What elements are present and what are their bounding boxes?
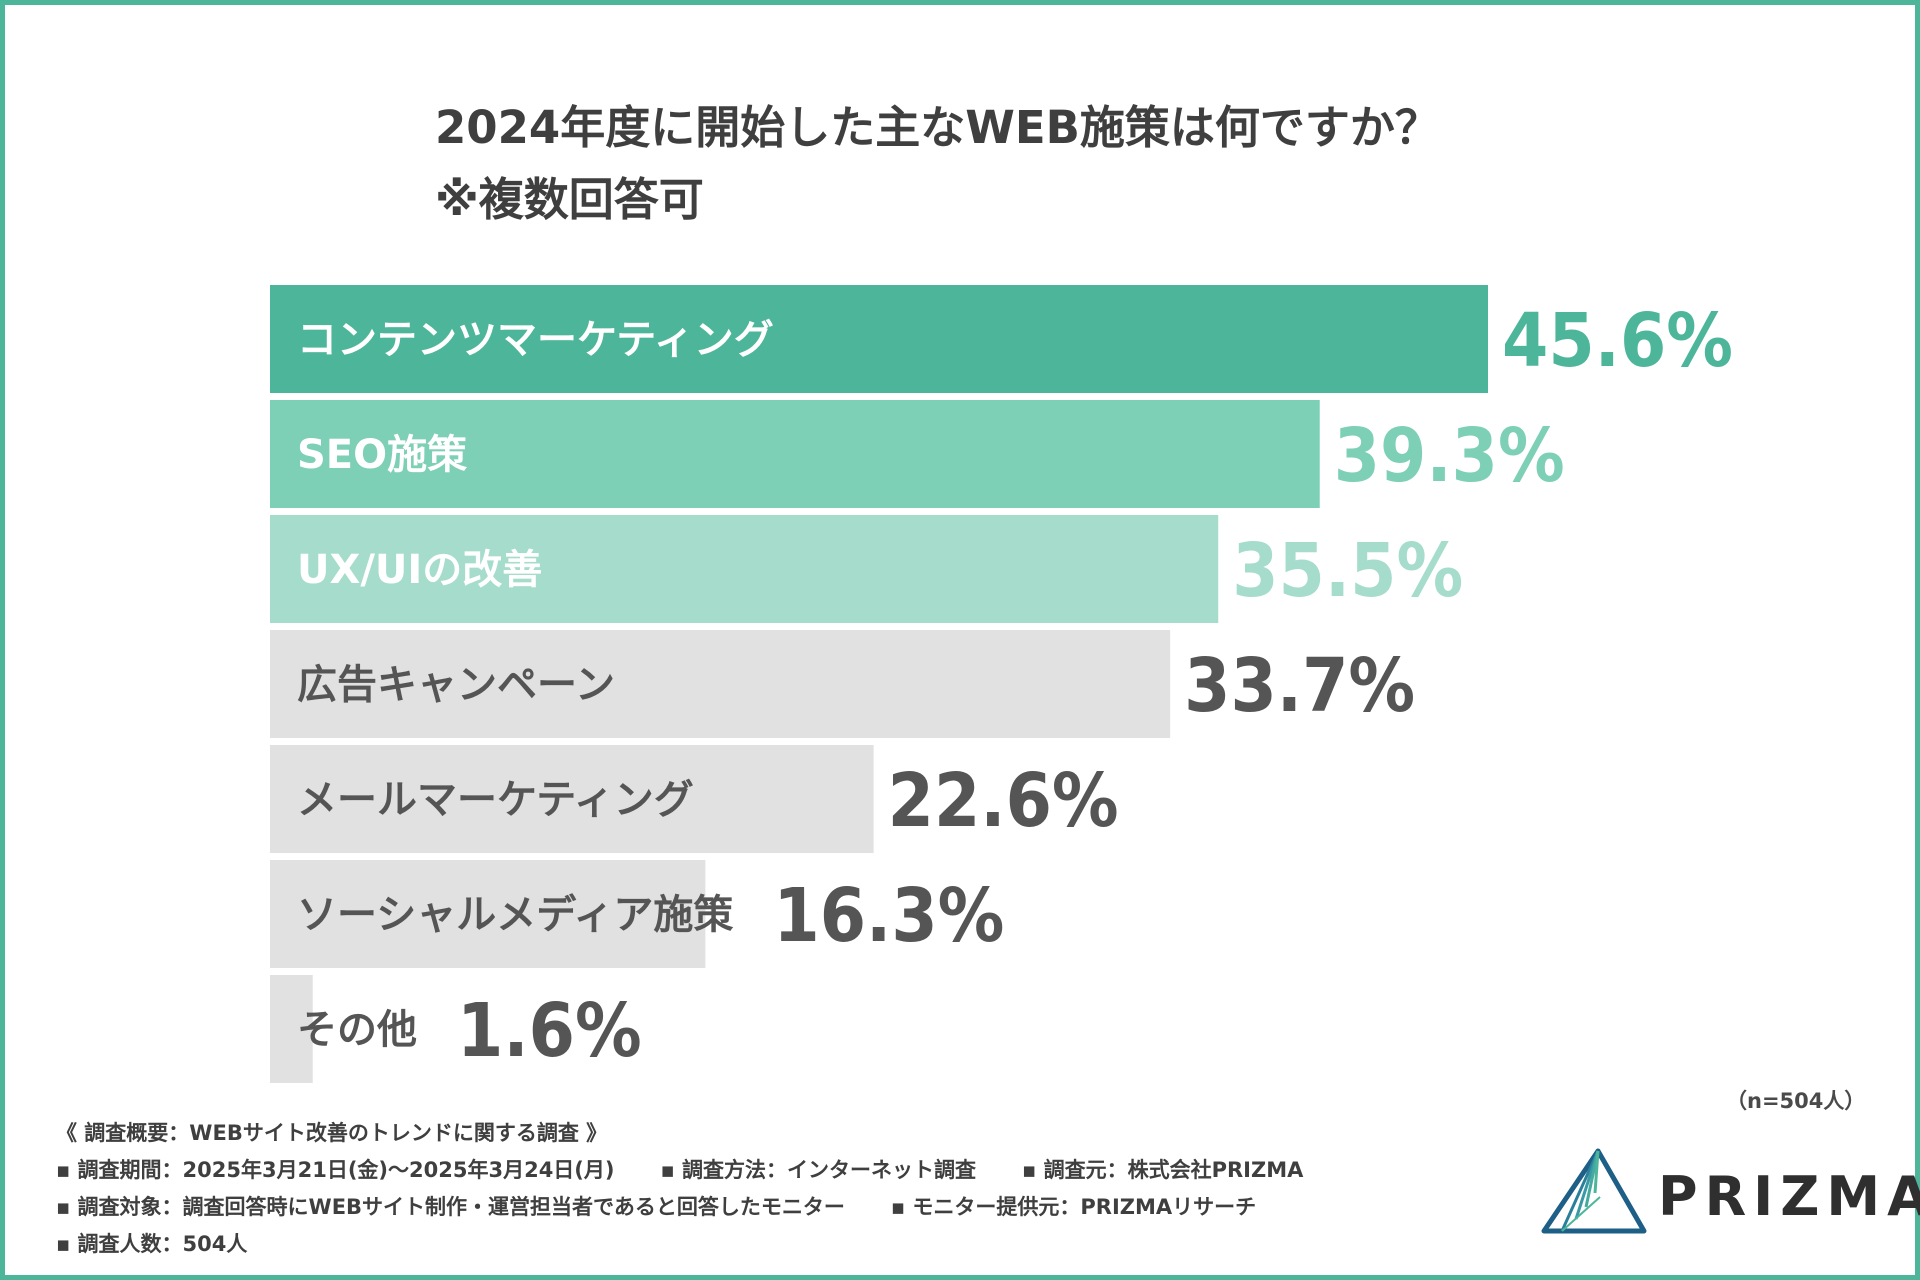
prizma-logo-mark-icon	[1541, 1148, 1647, 1234]
bar-1	[270, 400, 1320, 508]
chart-title-line1: 2024年度に開始した主なWEB施策は何ですか？	[435, 101, 1440, 154]
bar-category-label-2: UX/UIの改善	[297, 547, 542, 593]
bar-value-label-0: 45.6%	[1502, 298, 1733, 384]
bar-value-label-4: 22.6%	[888, 758, 1119, 844]
prizma-logo: PRIZMA	[1540, 1145, 1920, 1235]
survey-heading: 《 調査概要：WEBサイト改善のトレンドに関する調査 》	[56, 1121, 608, 1145]
chart-title: 2024年度に開始した主なWEB施策は何ですか？ ※複数回答可	[435, 92, 1440, 236]
bar-2	[270, 515, 1219, 623]
bar-3	[270, 630, 1171, 738]
bar-value-label-2: 35.5%	[1232, 528, 1463, 614]
bar-category-label-0: コンテンツマーケティング	[297, 317, 774, 363]
survey-source: ▪ 調査元：株式会社PRIZMA	[1022, 1158, 1304, 1182]
survey-target: ▪ 調査対象：調査回答時にWEBサイト制作・運営担当者であると回答したモニター	[56, 1195, 845, 1219]
bar-6	[270, 975, 313, 1083]
bar-5	[270, 860, 706, 968]
bar-4	[270, 745, 874, 853]
bar-category-label-6: その他	[297, 1007, 417, 1053]
bar-0	[270, 285, 1488, 393]
survey-count: ▪ 調査人数：504人	[56, 1232, 248, 1256]
survey-method: ▪ 調査方法：インターネット調査	[660, 1158, 977, 1182]
bar-value-label-3: 33.7%	[1184, 643, 1415, 729]
survey-summary: 《 調査概要：WEBサイト改善のトレンドに関する調査 》 ▪ 調査期間：2025…	[56, 1115, 1303, 1263]
bar-value-label-5: 16.3%	[773, 873, 1004, 959]
survey-provider: ▪ モニター提供元：PRIZMAリサーチ	[890, 1195, 1257, 1219]
bar-category-label-3: 広告キャンペーン	[297, 662, 615, 708]
bar-value-label-1: 39.3%	[1334, 413, 1565, 499]
chart-title-line2: ※複数回答可	[435, 173, 704, 226]
bar-value-label-6: 1.6%	[457, 988, 642, 1074]
survey-period: ▪ 調査期間：2025年3月21日(金)〜2025年3月24日(月)	[56, 1158, 615, 1182]
sample-size-note: （n=504人）	[1726, 1089, 1866, 1113]
bar-chart: コンテンツマーケティング 45.6% SEO施策 39.3% UX/UIの改善 35.5%…	[270, 285, 1733, 1083]
bar-category-label-5: ソーシャルメディア施策	[297, 892, 733, 938]
bar-category-label-4: メールマーケティング	[297, 777, 694, 823]
prizma-logo-text: PRIZMA	[1658, 1165, 1920, 1228]
bar-category-label-1: SEO施策	[297, 432, 467, 478]
